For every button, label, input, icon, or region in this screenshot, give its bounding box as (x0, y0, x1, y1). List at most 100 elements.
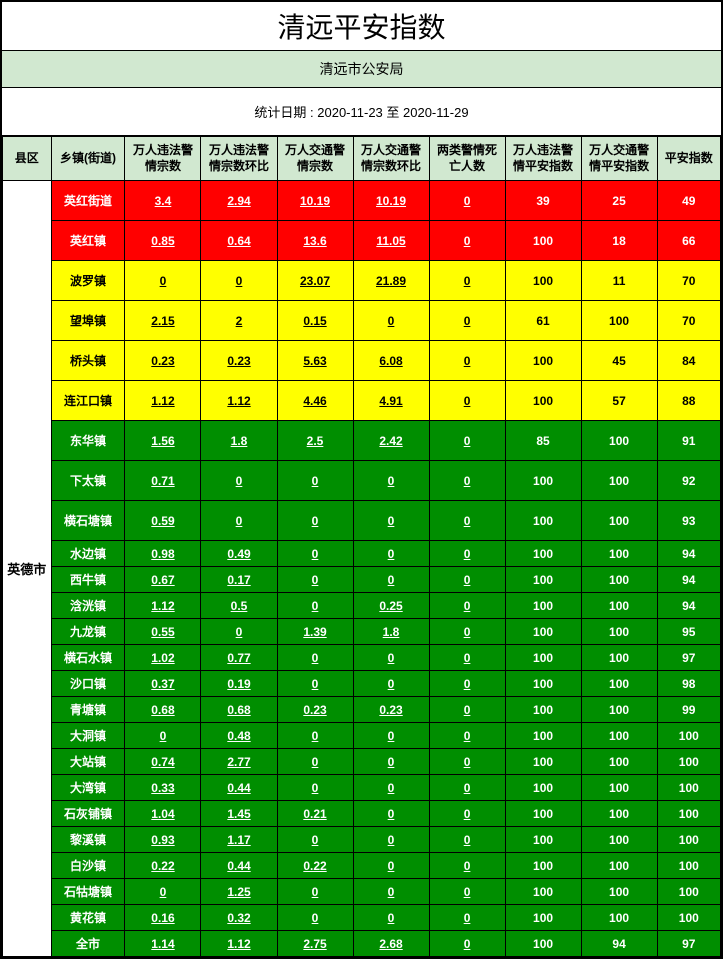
value-cell: 100 (505, 775, 581, 801)
value-cell: 25 (581, 181, 657, 221)
town-cell: 全市 (51, 931, 125, 957)
value-cell: 4.91 (353, 381, 429, 421)
value-cell: 1.56 (125, 421, 201, 461)
value-cell: 23.07 (277, 261, 353, 301)
value-cell: 0.37 (125, 671, 201, 697)
district-cell: 英德市 (3, 181, 52, 957)
value-cell: 0.93 (125, 827, 201, 853)
value-cell: 100 (505, 749, 581, 775)
value-cell: 91 (657, 421, 720, 461)
value-cell: 0 (277, 905, 353, 931)
value-cell: 0.32 (201, 905, 277, 931)
value-cell: 95 (657, 619, 720, 645)
value-cell: 94 (581, 931, 657, 957)
value-cell: 0 (353, 567, 429, 593)
table-row: 沙口镇0.370.1900010010098 (3, 671, 721, 697)
value-cell: 1.8 (201, 421, 277, 461)
town-cell: 浛洸镇 (51, 593, 125, 619)
town-cell: 英红镇 (51, 221, 125, 261)
value-cell: 18 (581, 221, 657, 261)
value-cell: 2.15 (125, 301, 201, 341)
town-cell: 连江口镇 (51, 381, 125, 421)
value-cell: 1.12 (125, 381, 201, 421)
table-row: 望埠镇2.1520.15006110070 (3, 301, 721, 341)
table-row: 英德市英红街道3.42.9410.1910.190392549 (3, 181, 721, 221)
value-cell: 3.4 (125, 181, 201, 221)
value-cell: 0 (201, 261, 277, 301)
value-cell: 0 (429, 827, 505, 853)
value-cell: 21.89 (353, 261, 429, 301)
value-cell: 85 (505, 421, 581, 461)
value-cell: 100 (581, 593, 657, 619)
table-row: 黄花镇0.160.32000100100100 (3, 905, 721, 931)
column-header: 万人交通警情平安指数 (581, 137, 657, 181)
value-cell: 6.08 (353, 341, 429, 381)
value-cell: 100 (581, 697, 657, 723)
value-cell: 10.19 (353, 181, 429, 221)
table-row: 连江口镇1.121.124.464.9101005788 (3, 381, 721, 421)
value-cell: 0 (277, 775, 353, 801)
value-cell: 0 (277, 827, 353, 853)
value-cell: 0 (353, 853, 429, 879)
value-cell: 100 (581, 461, 657, 501)
value-cell: 0.68 (201, 697, 277, 723)
town-cell: 东华镇 (51, 421, 125, 461)
value-cell: 100 (505, 221, 581, 261)
value-cell: 0 (429, 341, 505, 381)
value-cell: 0.5 (201, 593, 277, 619)
town-cell: 青塘镇 (51, 697, 125, 723)
town-cell: 西牛镇 (51, 567, 125, 593)
value-cell: 0 (429, 301, 505, 341)
value-cell: 0.22 (277, 853, 353, 879)
value-cell: 0.44 (201, 775, 277, 801)
table-row: 波罗镇0023.0721.8901001170 (3, 261, 721, 301)
town-cell: 望埠镇 (51, 301, 125, 341)
value-cell: 0 (353, 905, 429, 931)
value-cell: 100 (581, 645, 657, 671)
table-row: 大湾镇0.330.44000100100100 (3, 775, 721, 801)
value-cell: 0 (201, 619, 277, 645)
value-cell: 0.64 (201, 221, 277, 261)
column-header: 县区 (3, 137, 52, 181)
value-cell: 100 (581, 879, 657, 905)
value-cell: 0 (429, 645, 505, 671)
value-cell: 100 (581, 567, 657, 593)
town-cell: 大洞镇 (51, 723, 125, 749)
value-cell: 0 (277, 671, 353, 697)
value-cell: 2.5 (277, 421, 353, 461)
table-header: 县区乡镇(街道)万人违法警情宗数万人违法警情宗数环比万人交通警情宗数万人交通警情… (3, 137, 721, 181)
value-cell: 0 (429, 567, 505, 593)
date-range: 统计日期 : 2020-11-23 至 2020-11-29 (2, 88, 721, 136)
value-cell: 0 (353, 645, 429, 671)
table-row: 东华镇1.561.82.52.4208510091 (3, 421, 721, 461)
town-cell: 横石塘镇 (51, 501, 125, 541)
town-cell: 水边镇 (51, 541, 125, 567)
value-cell: 1.8 (353, 619, 429, 645)
value-cell: 0 (429, 501, 505, 541)
value-cell: 0.85 (125, 221, 201, 261)
page-title: 清远平安指数 (2, 2, 721, 51)
report-container: 清远平安指数 清远市公安局 统计日期 : 2020-11-23 至 2020-1… (0, 0, 723, 959)
table-row: 大站镇0.742.77000100100100 (3, 749, 721, 775)
value-cell: 100 (581, 723, 657, 749)
value-cell: 1.17 (201, 827, 277, 853)
value-cell: 0.15 (277, 301, 353, 341)
value-cell: 2.42 (353, 421, 429, 461)
value-cell: 5.63 (277, 341, 353, 381)
value-cell: 100 (581, 501, 657, 541)
town-cell: 大站镇 (51, 749, 125, 775)
data-table: 县区乡镇(街道)万人违法警情宗数万人违法警情宗数环比万人交通警情宗数万人交通警情… (2, 136, 721, 957)
value-cell: 100 (505, 541, 581, 567)
value-cell: 94 (657, 567, 720, 593)
value-cell: 49 (657, 181, 720, 221)
town-cell: 黎溪镇 (51, 827, 125, 853)
table-row: 横石塘镇0.59000010010093 (3, 501, 721, 541)
value-cell: 0 (353, 301, 429, 341)
value-cell: 0 (125, 879, 201, 905)
value-cell: 0 (429, 723, 505, 749)
value-cell: 0 (353, 801, 429, 827)
value-cell: 13.6 (277, 221, 353, 261)
table-row: 黎溪镇0.931.17000100100100 (3, 827, 721, 853)
value-cell: 0 (429, 905, 505, 931)
value-cell: 0.49 (201, 541, 277, 567)
